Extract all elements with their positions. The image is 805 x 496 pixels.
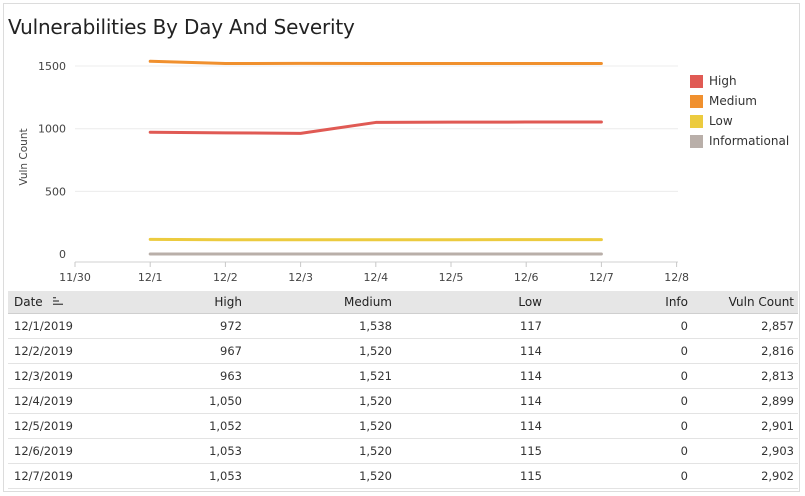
- table-cell: 12/5/2019: [8, 413, 198, 439]
- x-tick-label: 11/30: [59, 271, 91, 284]
- table-cell: 0: [546, 463, 692, 489]
- column-header-low[interactable]: Low: [396, 291, 546, 314]
- table-cell: 0: [546, 388, 692, 414]
- chart-title: Vulnerabilities By Day And Severity: [8, 15, 355, 39]
- table-cell: 114: [396, 388, 546, 414]
- table-cell: 1,050: [198, 388, 246, 414]
- table-cell: 1,053: [198, 438, 246, 464]
- table-cell: 115: [396, 438, 546, 464]
- table-cell: 967: [198, 338, 246, 364]
- table-row: 12/5/2019 1,052 1,520 114 0 2,901: [8, 413, 798, 439]
- legend-item[interactable]: High: [690, 71, 789, 91]
- table-cell: 1,053: [198, 463, 246, 489]
- table-cell: 12/1/2019: [8, 313, 198, 339]
- table-cell: 2,902: [692, 463, 798, 489]
- legend-label: Low: [709, 114, 733, 128]
- column-header-vuln-count[interactable]: Vuln Count: [692, 291, 798, 314]
- column-header-date[interactable]: Date: [8, 291, 198, 314]
- legend-label: Medium: [709, 94, 757, 108]
- x-tick-label: 12/2: [213, 271, 238, 284]
- table-cell: 963: [198, 363, 246, 389]
- legend-swatch: [690, 74, 703, 88]
- legend-item[interactable]: Low: [690, 111, 789, 131]
- table-cell: 2,899: [692, 388, 798, 414]
- x-tick-label: 12/5: [439, 271, 464, 284]
- table-cell: 1,520: [246, 388, 396, 414]
- table-cell: 0: [546, 338, 692, 364]
- y-tick-label: 0: [59, 248, 66, 261]
- table-cell: 114: [396, 363, 546, 389]
- table-cell: 114: [396, 413, 546, 439]
- legend-label: Informational: [709, 134, 790, 148]
- x-tick-label: 12/3: [288, 271, 313, 284]
- x-tick-label: 12/1: [138, 271, 163, 284]
- table-cell: 1,520: [246, 438, 396, 464]
- legend-swatch: [690, 134, 703, 148]
- table-header-row: Date High Medium Low Info Vuln Count: [8, 291, 798, 314]
- legend-item[interactable]: Medium: [690, 91, 789, 111]
- series-line-high: [148, 120, 603, 135]
- table-row: 12/1/2019 972 1,538 117 0 2,857: [8, 313, 798, 339]
- y-tick-label: 1500: [38, 60, 66, 73]
- line-chart: 1500 1000 500 0 11/30 12/1 12/2 12/3 12/4 12/5 12/…: [18, 59, 689, 284]
- table-cell: 12/6/2019: [8, 438, 198, 464]
- table-cell: 1,520: [246, 338, 396, 364]
- table-cell: 12/3/2019: [8, 363, 198, 389]
- table-cell: 1,520: [246, 413, 396, 439]
- x-tick-label: 12/8: [664, 271, 689, 284]
- table-cell: 0: [546, 313, 692, 339]
- table-cell: 114: [396, 338, 546, 364]
- x-tick-label: 12/6: [514, 271, 539, 284]
- legend-item[interactable]: Informational: [690, 131, 789, 151]
- table-row: 12/6/2019 1,053 1,520 115 0 2,903: [8, 438, 798, 464]
- table-cell: 2,901: [692, 413, 798, 439]
- legend-swatch: [690, 94, 703, 108]
- column-header-info[interactable]: Info: [546, 291, 692, 314]
- legend-label: High: [709, 74, 737, 88]
- table-cell: 117: [396, 313, 546, 339]
- column-header-high[interactable]: High: [198, 291, 246, 314]
- table-cell: 2,813: [692, 363, 798, 389]
- x-tick-label: 12/7: [589, 271, 614, 284]
- table-cell: 2,857: [692, 313, 798, 339]
- table-cell: 2,816: [692, 338, 798, 364]
- x-tick-label: 12/4: [363, 271, 388, 284]
- legend-swatch: [690, 114, 703, 128]
- table-row: 12/2/2019 967 1,520 114 0 2,816: [8, 338, 798, 364]
- legend: High Medium Low Informational: [690, 71, 789, 151]
- table-cell: 1,538: [246, 313, 396, 339]
- table-cell: 12/7/2019: [8, 463, 198, 489]
- table-cell: 12/2/2019: [8, 338, 198, 364]
- table-cell: 0: [546, 438, 692, 464]
- y-tick-label: 1000: [38, 123, 66, 136]
- table-cell: 2,903: [692, 438, 798, 464]
- sort-icon[interactable]: [52, 295, 64, 309]
- column-header-medium[interactable]: Medium: [246, 291, 396, 314]
- series-line-medium: [148, 59, 603, 66]
- table-cell: 1,520: [246, 463, 396, 489]
- table-row: 12/7/2019 1,053 1,520 115 0 2,902: [8, 463, 798, 489]
- table-cell: 972: [198, 313, 246, 339]
- table-cell: 1,052: [198, 413, 246, 439]
- y-tick-label: 500: [45, 185, 66, 198]
- table-cell: 0: [546, 363, 692, 389]
- table-row: 12/3/2019 963 1,521 114 0 2,813: [8, 363, 798, 389]
- data-table: Date High Medium Low Info Vuln Count 12/…: [8, 291, 798, 489]
- table-cell: 0: [546, 413, 692, 439]
- table-row: 12/4/2019 1,050 1,520 114 0 2,899: [8, 388, 798, 414]
- y-axis-label: Vuln Count: [18, 128, 30, 185]
- table-cell: 115: [396, 463, 546, 489]
- table-cell: 1,521: [246, 363, 396, 389]
- table-cell: 12/4/2019: [8, 388, 198, 414]
